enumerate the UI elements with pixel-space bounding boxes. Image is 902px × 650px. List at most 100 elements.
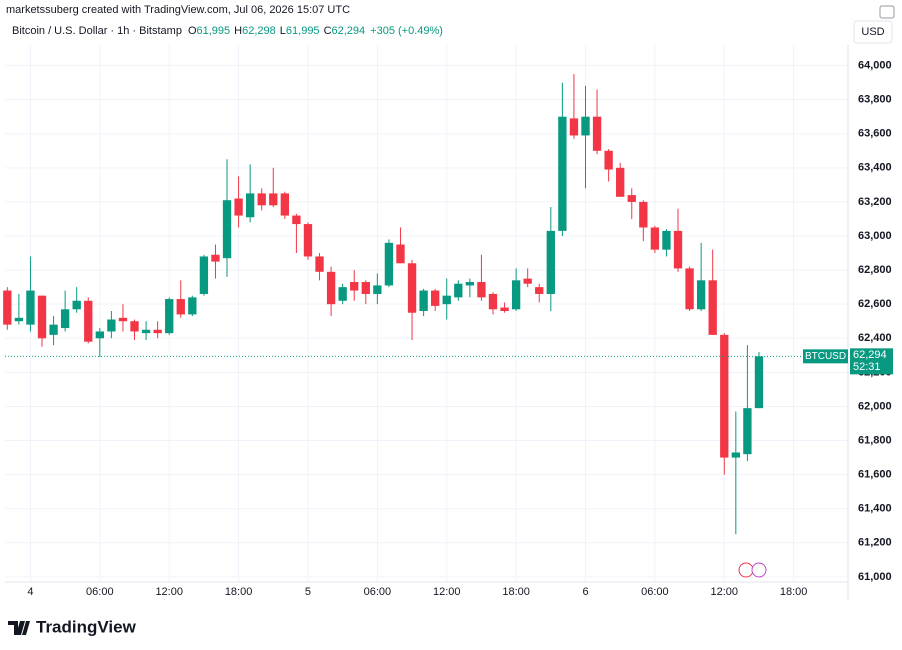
y-tick-label: 61,600 xyxy=(858,469,892,481)
candle-body xyxy=(326,271,336,305)
price-tag xyxy=(850,348,893,375)
y-tick-label: 62,600 xyxy=(858,298,892,310)
candle-body xyxy=(49,324,58,335)
candle-body xyxy=(616,167,625,197)
ohlc-value: 62,298 xyxy=(242,25,276,37)
candle-body xyxy=(188,297,197,315)
x-tick-label: 12:00 xyxy=(155,586,183,598)
ohlc-letter: L xyxy=(280,25,286,37)
candle-body xyxy=(454,283,463,298)
price-tag-text: 62,294 xyxy=(853,349,887,361)
candle-body xyxy=(407,263,417,313)
currency-button[interactable] xyxy=(853,20,893,44)
candle-body xyxy=(130,321,139,332)
candle-body xyxy=(257,193,266,206)
candle-body xyxy=(419,290,428,311)
candle-body xyxy=(95,331,104,339)
candle-body xyxy=(361,282,370,294)
candle-body xyxy=(26,290,35,325)
candle-body xyxy=(708,280,717,335)
y-tick-label: 61,200 xyxy=(858,537,892,549)
y-tick-label: 63,000 xyxy=(858,230,892,242)
candle-body xyxy=(292,215,301,225)
ohlc-letter: C xyxy=(324,25,332,37)
candle-body xyxy=(315,256,324,272)
x-tick-label: 18:00 xyxy=(780,586,808,598)
candle-body xyxy=(141,329,151,334)
x-tick-label: 5 xyxy=(305,586,311,598)
candle-body xyxy=(488,293,498,310)
x-tick-label: 12:00 xyxy=(711,586,739,598)
candle-body xyxy=(269,193,278,206)
change: +305 (+0.49%) xyxy=(370,25,443,37)
snapshot-icon[interactable] xyxy=(879,5,895,19)
x-tick-label: 4 xyxy=(27,586,33,598)
candle-body xyxy=(153,329,162,334)
symbol-tag xyxy=(803,349,848,364)
candle-body xyxy=(350,282,359,291)
candle-body xyxy=(72,300,81,310)
ohlc-letter: H xyxy=(234,25,242,37)
x-tick-label: 6 xyxy=(582,586,588,598)
candle-body xyxy=(3,290,12,325)
candle-body xyxy=(199,256,209,294)
candle-body xyxy=(465,282,475,286)
symbol: Bitcoin / U.S. Dollar · 1h · Bitstamp xyxy=(12,25,182,37)
candle-body xyxy=(592,116,602,151)
x-tick-label: 18:00 xyxy=(225,586,253,598)
event-icons[interactable] xyxy=(738,562,767,578)
candle-body xyxy=(604,150,613,170)
candle-body xyxy=(384,242,394,286)
y-tick-label: 64,000 xyxy=(858,59,892,71)
y-tick-label: 63,800 xyxy=(858,94,892,106)
candle-body xyxy=(84,300,93,342)
y-tick-label: 61,800 xyxy=(858,434,892,446)
ohlc-value: 61,995 xyxy=(197,25,231,37)
currency[interactable]: USD xyxy=(861,26,884,38)
candle-body xyxy=(373,285,382,294)
y-tick-label: 61,000 xyxy=(858,571,892,583)
candle-body xyxy=(546,230,555,294)
event-icon[interactable] xyxy=(738,562,754,578)
y-tick-label: 62,000 xyxy=(858,400,892,412)
x-tick-label: 18:00 xyxy=(502,586,530,598)
countdown: 52:31 xyxy=(853,361,881,373)
candle-body xyxy=(442,295,451,305)
y-tick-label: 63,400 xyxy=(858,162,892,174)
ohlc-value: 61,995 xyxy=(286,25,320,37)
candle-body xyxy=(211,254,220,262)
candle-body xyxy=(222,200,232,259)
candle-body xyxy=(338,287,347,301)
candle-body xyxy=(558,116,567,231)
logo-icon xyxy=(8,621,30,635)
credit: marketssuberg created with TradingView.c… xyxy=(6,4,350,16)
candle-body xyxy=(107,319,116,332)
candle-body xyxy=(165,299,174,334)
candle-body xyxy=(639,201,648,228)
icon[interactable] xyxy=(879,5,895,19)
candle-body xyxy=(245,193,255,218)
candle-body xyxy=(37,295,47,339)
candle-body xyxy=(118,317,128,322)
event-icon[interactable] xyxy=(751,562,767,578)
logo-text: TradingView xyxy=(36,617,137,636)
candle-body xyxy=(523,278,532,284)
x-tick-label: 06:00 xyxy=(364,586,392,598)
x-tick-label: 06:00 xyxy=(86,586,114,598)
candle-body xyxy=(650,227,660,250)
candle-body xyxy=(176,299,185,315)
symbol-tag-text: BTCUSD xyxy=(805,351,846,362)
candle-body xyxy=(627,195,636,202)
ohlc-letter: O xyxy=(188,25,197,37)
candle-body xyxy=(500,307,509,311)
candle-body xyxy=(234,198,243,216)
candle-body xyxy=(535,287,544,294)
y-tick-label: 63,600 xyxy=(858,128,892,140)
candle-body xyxy=(511,280,521,310)
legend: Bitcoin / U.S. Dollar · 1h · Bitstamp O61… xyxy=(12,25,443,37)
candle-body xyxy=(673,230,683,269)
logo: TradingView xyxy=(8,617,137,636)
y-tick-label: 61,400 xyxy=(858,503,892,515)
